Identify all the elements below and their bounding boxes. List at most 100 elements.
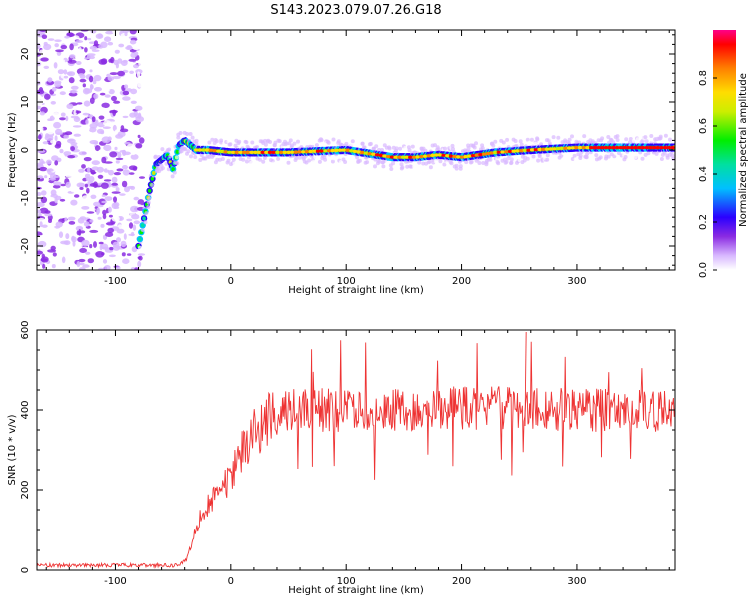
spectrogram-noise-blob xyxy=(130,205,139,213)
spectrogram-noise-blob xyxy=(115,187,120,192)
spectrogram-noise-blob xyxy=(91,49,100,52)
spectrogram-noise-blob xyxy=(109,121,116,124)
spectrogram-noise-blob xyxy=(127,185,134,189)
spectrogram-peak-cell xyxy=(452,154,457,159)
colorbar-ticks: 0.0 0.2 0.4 0.6 0.8 xyxy=(698,70,717,278)
snr-panel: -100 0 100 200 300 0 200 400 600 Height of strai… xyxy=(7,320,676,596)
spectrogram-peak-cell xyxy=(430,153,435,157)
spectrogram-halo-cell xyxy=(140,228,145,232)
spectrogram-halo-cell xyxy=(659,157,664,161)
spectrogram-noise-blob xyxy=(137,83,143,88)
spectrogram-halo-cell xyxy=(584,155,589,160)
spectrogram-noise-blob xyxy=(54,81,62,88)
spectrogram-peak-cell xyxy=(607,146,612,150)
spectrogram-noise-blob xyxy=(61,256,66,264)
spectrogram-noise-blob xyxy=(66,33,75,37)
spectrogram-peak-cell xyxy=(426,154,431,158)
spectrogram-peak-cell xyxy=(626,146,631,150)
spectrogram-noise-blob xyxy=(137,71,141,78)
spectrogram-noise-blob xyxy=(54,144,61,149)
spectrogram-peak-cell xyxy=(326,149,332,153)
spectrogram-noise-blob xyxy=(97,204,104,208)
spectrogram-noise-blob xyxy=(115,134,124,139)
spectrogram-peak-cell xyxy=(463,155,468,159)
spectrogram-noise-blob xyxy=(117,70,125,77)
spectrogram-noise-blob xyxy=(43,178,50,182)
spectrogram-halo-cell xyxy=(373,164,377,169)
spectrogram-peak-cell xyxy=(264,150,269,154)
spectrogram-halo-cell xyxy=(567,137,572,142)
spectrogram-halo-cell xyxy=(381,164,386,169)
spectrogram-halo-cell xyxy=(400,165,405,170)
spectrogram-peak-cell xyxy=(216,149,221,153)
spectrogram-halo-cell xyxy=(292,141,297,146)
spectrogram-peak-cell xyxy=(474,153,479,157)
spectrogram-halo-cell xyxy=(226,139,231,144)
spectrogram-peak-cell xyxy=(570,146,575,150)
spectrogram-halo-cell xyxy=(389,167,394,171)
spectrogram-noise-blob xyxy=(51,86,57,92)
spectrogram-halo-cell xyxy=(244,159,249,164)
spectrogram-halo-cell xyxy=(189,154,193,159)
spectrogram-halo-cell xyxy=(249,161,254,165)
spectrogram-halo-cell xyxy=(649,137,654,142)
spectrogram-noise-blob xyxy=(78,73,85,77)
colorbar-tick-label: 0.6 xyxy=(698,118,709,134)
spectrogram-halo-cell xyxy=(405,164,410,169)
spectrogram-halo-cell xyxy=(155,166,160,171)
spectrogram-noise-blob xyxy=(117,224,124,229)
spectrogram-noise-blob xyxy=(129,70,135,75)
spectrogram-halo-cell xyxy=(374,144,379,149)
spectrogram-noise-blob xyxy=(100,58,108,65)
spectrogram-noise-blob xyxy=(116,168,124,172)
spectrogram-peak-cell xyxy=(633,146,638,150)
spectrogram-noise-blob xyxy=(117,151,122,158)
spectrogram-noise-blob xyxy=(85,176,90,182)
figure-title: S143.2023.079.07.26.G18 xyxy=(270,3,441,18)
spectrogram-noise-blob xyxy=(97,216,102,220)
spectrogram-noise-blob xyxy=(135,97,145,101)
spectrogram-noise-blob xyxy=(86,187,90,194)
spectrogram-noise-blob xyxy=(132,166,138,171)
spectrogram-noise-blob xyxy=(69,43,74,51)
spectrogram-noise-blob xyxy=(82,112,89,116)
spectrogram-noise-blob xyxy=(112,109,116,117)
spectrogram-halo-cell xyxy=(670,153,675,158)
spectrogram-noise-blob xyxy=(93,93,99,100)
spectrogram-noise-blob xyxy=(48,196,54,200)
spectrogram-peak-cell xyxy=(323,149,328,153)
spectrogram-halo-cell xyxy=(509,160,514,165)
spectrogram-noise-blob xyxy=(66,103,74,110)
spectrogram-noise-blob xyxy=(41,190,47,196)
spectrogram-halo-cell xyxy=(391,161,396,166)
spectrogram-noise-blob xyxy=(45,168,54,172)
spectrogram-halo-cell xyxy=(606,135,611,139)
spectrogram-halo-cell xyxy=(518,139,523,144)
spectrogram-noise-blob xyxy=(116,266,121,270)
spectrogram-noise-blob xyxy=(64,217,68,222)
spectrogram-halo-cell xyxy=(387,146,392,151)
spectrogram-noise-blob xyxy=(53,62,58,69)
spectrogram-peak-cell xyxy=(648,146,653,150)
spectrogram-peak-cell xyxy=(581,146,587,150)
spectrogram-noise-blob xyxy=(44,213,53,217)
spectrogram-halo-cell xyxy=(219,140,224,145)
spectrogram-peak-cell xyxy=(290,150,295,154)
spectrogram-noise-blob xyxy=(39,158,44,165)
spectrogram-noise-blob xyxy=(37,250,43,255)
spectrogram-noise-blob xyxy=(61,265,67,270)
spectrogram-noise-blob xyxy=(58,66,62,70)
spectrogram-noise-blob xyxy=(84,88,93,94)
spectrogram-noise-blob xyxy=(93,74,102,82)
bottom-y-axis-label: SNR (10 * v/v) xyxy=(7,414,18,485)
spectrogram-noise-blob xyxy=(95,251,105,258)
spectrogram-halo-cell xyxy=(551,135,556,140)
spectrogram-halo-cell xyxy=(527,140,532,145)
spectrogram-peak-cell xyxy=(504,150,509,154)
spectrogram-halo-cell xyxy=(250,157,255,162)
spectrogram-peak-cell xyxy=(592,146,598,150)
spectrogram-halo-cell xyxy=(545,153,550,158)
spectrogram-peak-cell xyxy=(651,146,657,150)
spectrogram-halo-cell xyxy=(296,139,300,144)
spectrogram-noise-blob xyxy=(105,30,114,35)
